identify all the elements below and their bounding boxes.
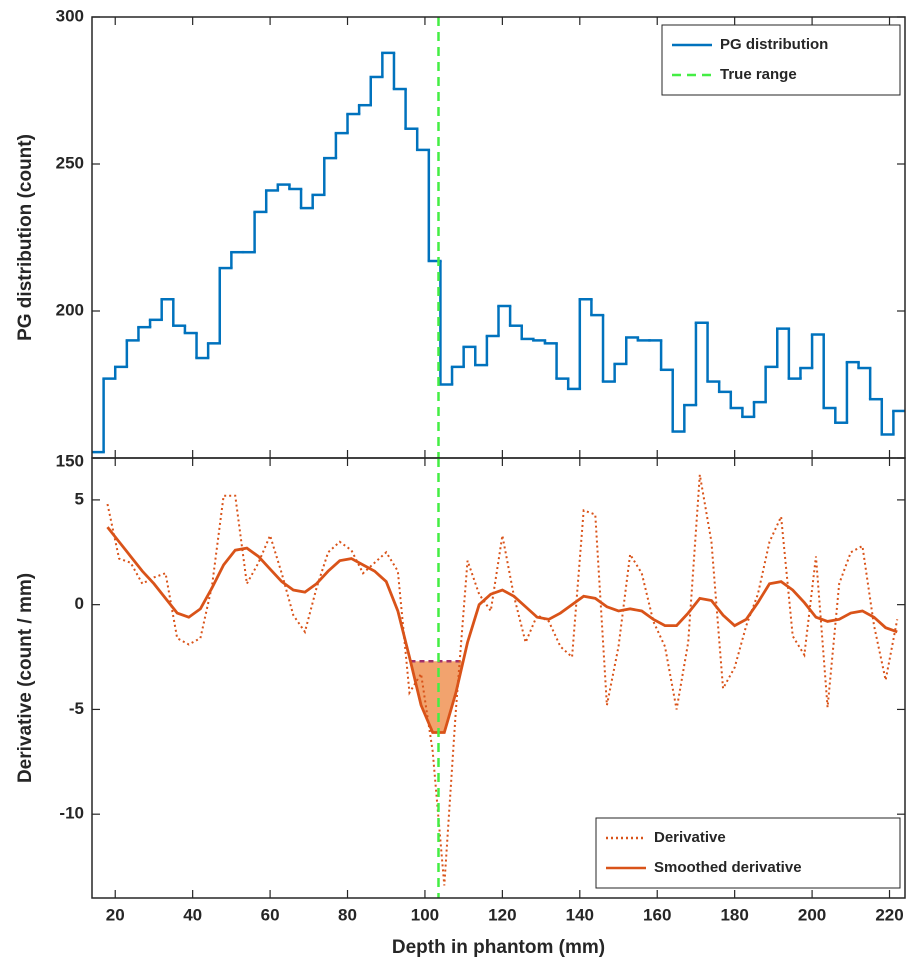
y-tick-label: 150	[56, 451, 84, 470]
y-tick-label: 250	[56, 153, 84, 172]
legend	[595, 817, 901, 889]
x-tick-label: 100	[411, 905, 439, 924]
y-axis-label: Derivative (count / mm)	[15, 573, 36, 783]
y-tick-label: 0	[75, 594, 84, 613]
x-tick-label: 40	[183, 905, 202, 924]
x-axis-label: Depth in phantom (mm)	[392, 937, 605, 958]
y-axis-label: PG distribution (count)	[15, 134, 36, 341]
axes-frame	[91, 457, 906, 899]
x-tick-label: 140	[566, 905, 594, 924]
threshold-area	[410, 661, 464, 733]
x-tick-label: 60	[261, 905, 280, 924]
x-tick-label: 200	[798, 905, 826, 924]
x-tick-label: 220	[875, 905, 903, 924]
legend-label: Smoothed derivative	[654, 859, 802, 876]
x-tick-label: 160	[643, 905, 671, 924]
x-tick-label: 80	[338, 905, 357, 924]
legend-label: True range	[720, 66, 797, 83]
y-tick-label: 300	[56, 6, 84, 25]
x-tick-label: 20	[106, 905, 125, 924]
line-solid	[106, 526, 898, 734]
legend-label: PG distribution	[720, 36, 828, 53]
x-tick-label: 180	[720, 905, 748, 924]
plot-area	[92, 51, 905, 454]
x-tick-label: 120	[488, 905, 516, 924]
line-dotted	[106, 474, 899, 886]
legend-label: Derivative	[654, 829, 726, 846]
y-tick-label: -5	[69, 699, 84, 718]
y-tick-label: -10	[59, 804, 84, 823]
y-tick-label: 200	[56, 300, 84, 319]
plot-area	[106, 474, 899, 886]
legend	[661, 24, 901, 96]
y-tick-label: 5	[75, 489, 84, 508]
